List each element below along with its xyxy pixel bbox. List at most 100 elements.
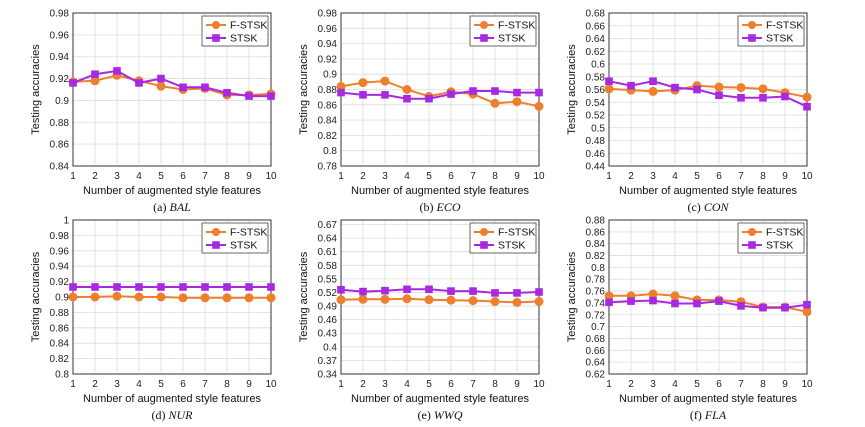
- data-point-stsk: [359, 287, 367, 296]
- data-point-f-stsk: [90, 292, 100, 302]
- data-point-stsk: [649, 77, 657, 86]
- y-tick-label: 0.98: [50, 231, 70, 242]
- x-tick-label: 1: [70, 379, 76, 390]
- y-tick-label: 0.6: [591, 60, 605, 71]
- data-point-stsk: [425, 285, 433, 294]
- x-tick-label: 10: [801, 379, 813, 390]
- chart-panel-5: 0.34 0.37 0.4 0.43 0.46 0.49 0.52 0.55 0.58 0.61 0…: [298, 219, 545, 422]
- data-point-f-stsk: [358, 78, 368, 88]
- data-point-stsk: [803, 102, 811, 111]
- x-tick-label: 5: [158, 171, 164, 182]
- x-tick-label: 10: [265, 379, 277, 390]
- legend-label-f-stsk: F-STSK: [498, 20, 535, 32]
- x-tick-label: 1: [338, 379, 344, 390]
- x-tick-label: 3: [114, 379, 120, 390]
- legend-box: [469, 222, 537, 254]
- series-line-f-stsk: [608, 84, 808, 99]
- y-tick-label: 0.84: [586, 239, 606, 250]
- x-tick-label: 9: [782, 171, 788, 182]
- y-tick-label: 0.94: [50, 262, 70, 273]
- caption-dataset: FLA: [704, 408, 727, 422]
- data-point-stsk: [179, 83, 187, 92]
- legend-label-stsk: STSK: [230, 240, 257, 252]
- data-point-f-stsk: [758, 84, 768, 94]
- data-point-f-stsk: [468, 296, 478, 306]
- y-tick-label: 0.78: [586, 275, 606, 286]
- y-tick-label: 0.37: [318, 356, 338, 367]
- data-point-stsk: [91, 283, 99, 291]
- data-point-stsk: [737, 302, 745, 310]
- y-tick-label: 0.8: [323, 146, 337, 157]
- x-tick-label: 8: [224, 171, 230, 182]
- x-tick-label: 5: [694, 379, 700, 390]
- x-tick-label: 8: [492, 379, 498, 390]
- data-point-f-stsk: [156, 81, 166, 91]
- data-point-f-stsk: [534, 297, 544, 307]
- y-tick-label: 0.46: [318, 315, 338, 326]
- panel-caption: (b) ECO: [420, 200, 461, 214]
- chart-panel-4: 0.8 0.82 0.84 0.86 0.88 0.9 0.92 0.94 0.96 0.98 1 1…: [30, 216, 277, 423]
- y-tick-label: 0.61: [318, 247, 338, 258]
- y-tick-label: 0.86: [50, 323, 70, 334]
- data-point-stsk: [245, 92, 253, 100]
- x-tick-label: 3: [382, 379, 388, 390]
- series-line-stsk: [608, 299, 808, 309]
- y-tick-label: 0.68: [586, 9, 606, 20]
- data-point-stsk: [201, 83, 209, 92]
- x-tick-label: 9: [782, 379, 788, 390]
- y-tick-label: 0.92: [50, 74, 70, 85]
- data-point-stsk: [469, 87, 477, 95]
- x-axis-label: Number of augmented style features: [619, 185, 797, 197]
- y-tick-label: 0.84: [318, 116, 338, 127]
- legend-label-stsk: STSK: [498, 240, 525, 252]
- x-tick-label: 9: [514, 379, 520, 390]
- y-tick-label: 0.88: [318, 85, 338, 96]
- y-tick-label: 0.43: [318, 329, 338, 340]
- data-point-stsk: [693, 299, 701, 308]
- data-point-stsk: [781, 92, 789, 101]
- x-tick-label: 10: [801, 171, 813, 182]
- x-tick-label: 4: [672, 379, 678, 390]
- y-tick-label: 0.55: [318, 274, 338, 285]
- y-tick-label: 0.58: [586, 72, 606, 83]
- y-tick-label: 0.94: [50, 52, 70, 63]
- series-line-stsk: [72, 69, 271, 98]
- data-point-f-stsk: [604, 84, 614, 94]
- data-point-stsk: [649, 296, 657, 305]
- data-point-stsk: [513, 88, 521, 97]
- x-tick-label: 2: [360, 379, 366, 390]
- y-tick-label: 0.7: [591, 322, 605, 333]
- x-tick-label: 5: [694, 171, 700, 182]
- x-axis-label: Number of augmented style features: [351, 393, 529, 405]
- x-tick-label: 5: [426, 171, 432, 182]
- data-point-f-stsk: [380, 76, 390, 86]
- data-point-f-stsk: [670, 291, 680, 301]
- y-tick-label: 0.64: [318, 234, 338, 245]
- x-tick-label: 3: [382, 171, 388, 182]
- x-tick-label: 10: [533, 379, 545, 390]
- data-point-stsk: [605, 77, 613, 86]
- data-point-stsk: [781, 303, 789, 312]
- chart-panel-3: 0.44 0.46 0.48 0.50.52 0.54 0.56 0.580.6 0.62 0.…: [566, 9, 813, 215]
- data-point-stsk: [245, 283, 253, 291]
- data-point-f-stsk: [424, 295, 434, 305]
- x-tick-label: 4: [404, 171, 410, 182]
- data-point-stsk: [381, 91, 389, 99]
- y-tick-label: 0.82: [318, 131, 338, 142]
- y-tick-label: 0.86: [586, 227, 606, 238]
- data-point-f-stsk: [134, 292, 144, 302]
- data-point-f-stsk: [736, 83, 746, 93]
- data-point-stsk: [605, 298, 613, 307]
- data-point-stsk: [113, 67, 121, 75]
- legend-marker-stsk: [480, 34, 488, 42]
- x-tick-label: 6: [180, 379, 186, 390]
- chart-panel-2: 0.78 0.8 0.82 0.84 0.86 0.88 0.9 0.92 0.94 0.96 0.…: [298, 9, 545, 215]
- data-point-f-stsk: [222, 293, 232, 303]
- data-point-stsk: [627, 81, 635, 90]
- data-point-f-stsk: [380, 294, 390, 304]
- y-tick-label: 0.72: [586, 310, 606, 321]
- legend-label-stsk: STSK: [766, 33, 793, 45]
